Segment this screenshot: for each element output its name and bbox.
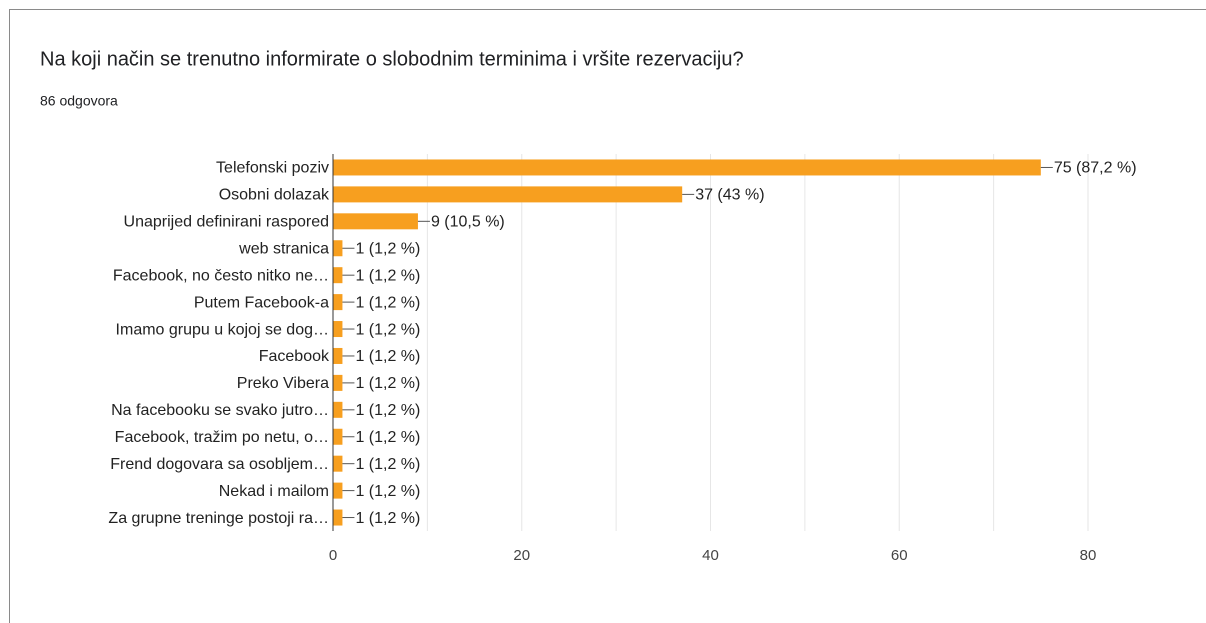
bar	[333, 455, 343, 472]
x-tick-label: 40	[702, 547, 719, 564]
bar	[333, 186, 683, 203]
y-tick-label: Imamo grupu u kojoj se dog…	[116, 321, 329, 338]
value-label: 1 (1,2 %)	[355, 510, 420, 527]
bar	[333, 240, 343, 257]
bar	[333, 267, 343, 284]
y-tick-label: Frend dogovara sa osobljem…	[110, 456, 329, 473]
bar	[333, 347, 343, 364]
y-tick-label: Nekad i mailom	[219, 483, 329, 500]
response-count: 86 odgovora	[40, 93, 118, 109]
bar	[333, 321, 343, 338]
value-label: 1 (1,2 %)	[355, 240, 420, 257]
bar	[333, 294, 343, 311]
x-tick-label: 80	[1080, 547, 1097, 564]
value-label: 1 (1,2 %)	[355, 375, 420, 392]
value-label: 1 (1,2 %)	[355, 321, 420, 338]
x-tick-label: 0	[329, 547, 337, 564]
y-tick-label: Putem Facebook-a	[194, 294, 329, 311]
y-tick-label: Facebook, no često nitko ne…	[113, 267, 329, 284]
bar	[333, 374, 343, 391]
y-tick-label: web stranica	[238, 240, 329, 257]
bar	[333, 401, 343, 418]
y-tick-label: Facebook, tražim po netu, o…	[115, 429, 329, 446]
y-tick-label: Osobni dolazak	[219, 187, 330, 204]
value-label: 1 (1,2 %)	[355, 429, 420, 446]
y-tick-label: Facebook	[259, 348, 330, 365]
chart-title: Na koji način se trenutno informirate o …	[40, 48, 744, 70]
x-tick-label: 20	[513, 547, 530, 564]
bar	[333, 482, 343, 499]
bar	[333, 509, 343, 526]
y-tick-label: Unaprijed definirani raspored	[124, 214, 329, 231]
value-label: 37 (43 %)	[695, 187, 764, 204]
y-tick-label: Preko Vibera	[237, 375, 329, 392]
y-tick-label: Telefonski poziv	[216, 160, 329, 177]
y-tick-label: Za grupne treninge postoji ra…	[108, 510, 329, 527]
bar	[333, 428, 343, 445]
value-label: 1 (1,2 %)	[355, 267, 420, 284]
value-label: 1 (1,2 %)	[355, 456, 420, 473]
value-label: 1 (1,2 %)	[355, 348, 420, 365]
value-label: 1 (1,2 %)	[355, 483, 420, 500]
value-label: 1 (1,2 %)	[355, 402, 420, 419]
bar	[333, 213, 418, 230]
bar	[333, 159, 1041, 176]
frame	[9, 9, 1206, 623]
value-label: 1 (1,2 %)	[355, 294, 420, 311]
x-tick-label: 60	[891, 547, 908, 564]
y-tick-label: Na facebooku se svako jutro…	[111, 402, 329, 419]
value-label: 75 (87,2 %)	[1054, 160, 1137, 177]
value-label: 9 (10,5 %)	[431, 214, 505, 231]
